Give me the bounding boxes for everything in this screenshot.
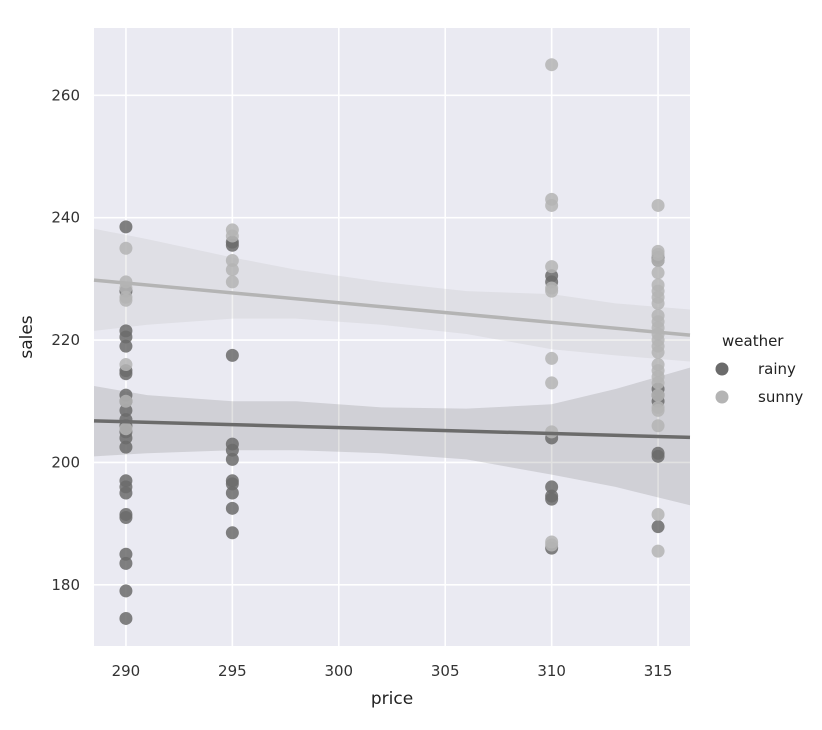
data-point-rainy (651, 449, 665, 463)
x-tick-label: 295 (218, 662, 247, 680)
data-point-rainy (225, 501, 239, 515)
legend-title: weather (722, 332, 784, 350)
trend-line-rainy (93, 419, 691, 440)
data-point-sunny (545, 284, 559, 298)
data-point-rainy (651, 520, 665, 534)
legend-items: rainy sunny (715, 360, 803, 406)
data-point-sunny (651, 544, 665, 558)
data-point-rainy (119, 403, 133, 417)
data-point-sunny (651, 345, 665, 359)
scatter-points (119, 58, 665, 625)
data-point-sunny (651, 403, 665, 417)
data-point-sunny (119, 241, 133, 255)
data-point-sunny (225, 229, 239, 243)
data-point-sunny (119, 293, 133, 307)
data-point-sunny (119, 394, 133, 408)
data-point-rainy (119, 367, 133, 381)
data-point-rainy (119, 547, 133, 561)
x-axis-label: price (371, 689, 413, 709)
legend-label-sunny: sunny (758, 388, 803, 406)
data-point-rainy (225, 443, 239, 457)
legend-marker-sunny (715, 390, 729, 404)
data-point-rainy (225, 238, 239, 252)
data-point-sunny (545, 58, 559, 72)
confidence-bands (94, 228, 690, 506)
data-point-sunny (545, 198, 559, 212)
data-point-rainy (119, 611, 133, 625)
data-point-rainy (225, 486, 239, 500)
x-axis-ticks: 290 295 300 305 310 315 (112, 662, 673, 680)
y-tick-label: 240 (51, 209, 80, 227)
data-point-sunny (651, 388, 665, 402)
trend-line-sunny (93, 278, 691, 337)
data-point-sunny (651, 266, 665, 280)
y-tick-label: 260 (51, 86, 80, 104)
data-point-rainy (119, 339, 133, 353)
x-tick-label: 310 (537, 662, 566, 680)
data-point-rainy (545, 492, 559, 506)
x-tick-label: 300 (324, 662, 353, 680)
data-point-rainy (119, 511, 133, 525)
data-point-sunny (651, 198, 665, 212)
data-point-sunny (651, 254, 665, 268)
data-point-sunny (545, 538, 559, 552)
y-tick-label: 200 (51, 453, 80, 471)
data-point-rainy (225, 477, 239, 491)
y-tick-label: 180 (51, 576, 80, 594)
data-point-rainy (119, 556, 133, 570)
data-point-sunny (545, 260, 559, 274)
y-axis-ticks: 180 200 220 240 260 (51, 86, 80, 594)
data-point-rainy (545, 480, 559, 494)
data-point-sunny (651, 296, 665, 310)
x-tick-label: 290 (112, 662, 141, 680)
data-point-rainy (225, 452, 239, 466)
data-point-sunny (651, 507, 665, 521)
plot-background (94, 28, 690, 646)
data-point-rainy (225, 526, 239, 540)
legend-label-rainy: rainy (758, 360, 796, 378)
x-tick-label: 315 (644, 662, 673, 680)
data-point-sunny (119, 358, 133, 372)
data-point-sunny (225, 254, 239, 268)
legend-marker-rainy (715, 362, 729, 376)
data-point-sunny (119, 422, 133, 436)
data-point-sunny (545, 351, 559, 365)
x-tick-label: 305 (431, 662, 460, 680)
data-point-sunny (225, 275, 239, 289)
data-point-rainy (119, 330, 133, 344)
y-axis-label: sales (17, 315, 37, 358)
data-point-rainy (119, 431, 133, 445)
ci-band-sunny (94, 228, 690, 362)
data-point-sunny (651, 419, 665, 433)
trend-lines (93, 278, 691, 440)
y-tick-label: 220 (51, 331, 80, 349)
grid-lines (94, 28, 690, 646)
data-point-rainy (119, 220, 133, 234)
ci-band-rainy (94, 367, 690, 506)
data-point-rainy (119, 584, 133, 598)
data-point-rainy (225, 348, 239, 362)
data-point-rainy (119, 486, 133, 500)
data-point-sunny (651, 376, 665, 390)
legend: weather rainy sunny (715, 332, 803, 406)
data-point-sunny (545, 376, 559, 390)
data-point-sunny (225, 263, 239, 277)
data-point-rainy (119, 440, 133, 454)
